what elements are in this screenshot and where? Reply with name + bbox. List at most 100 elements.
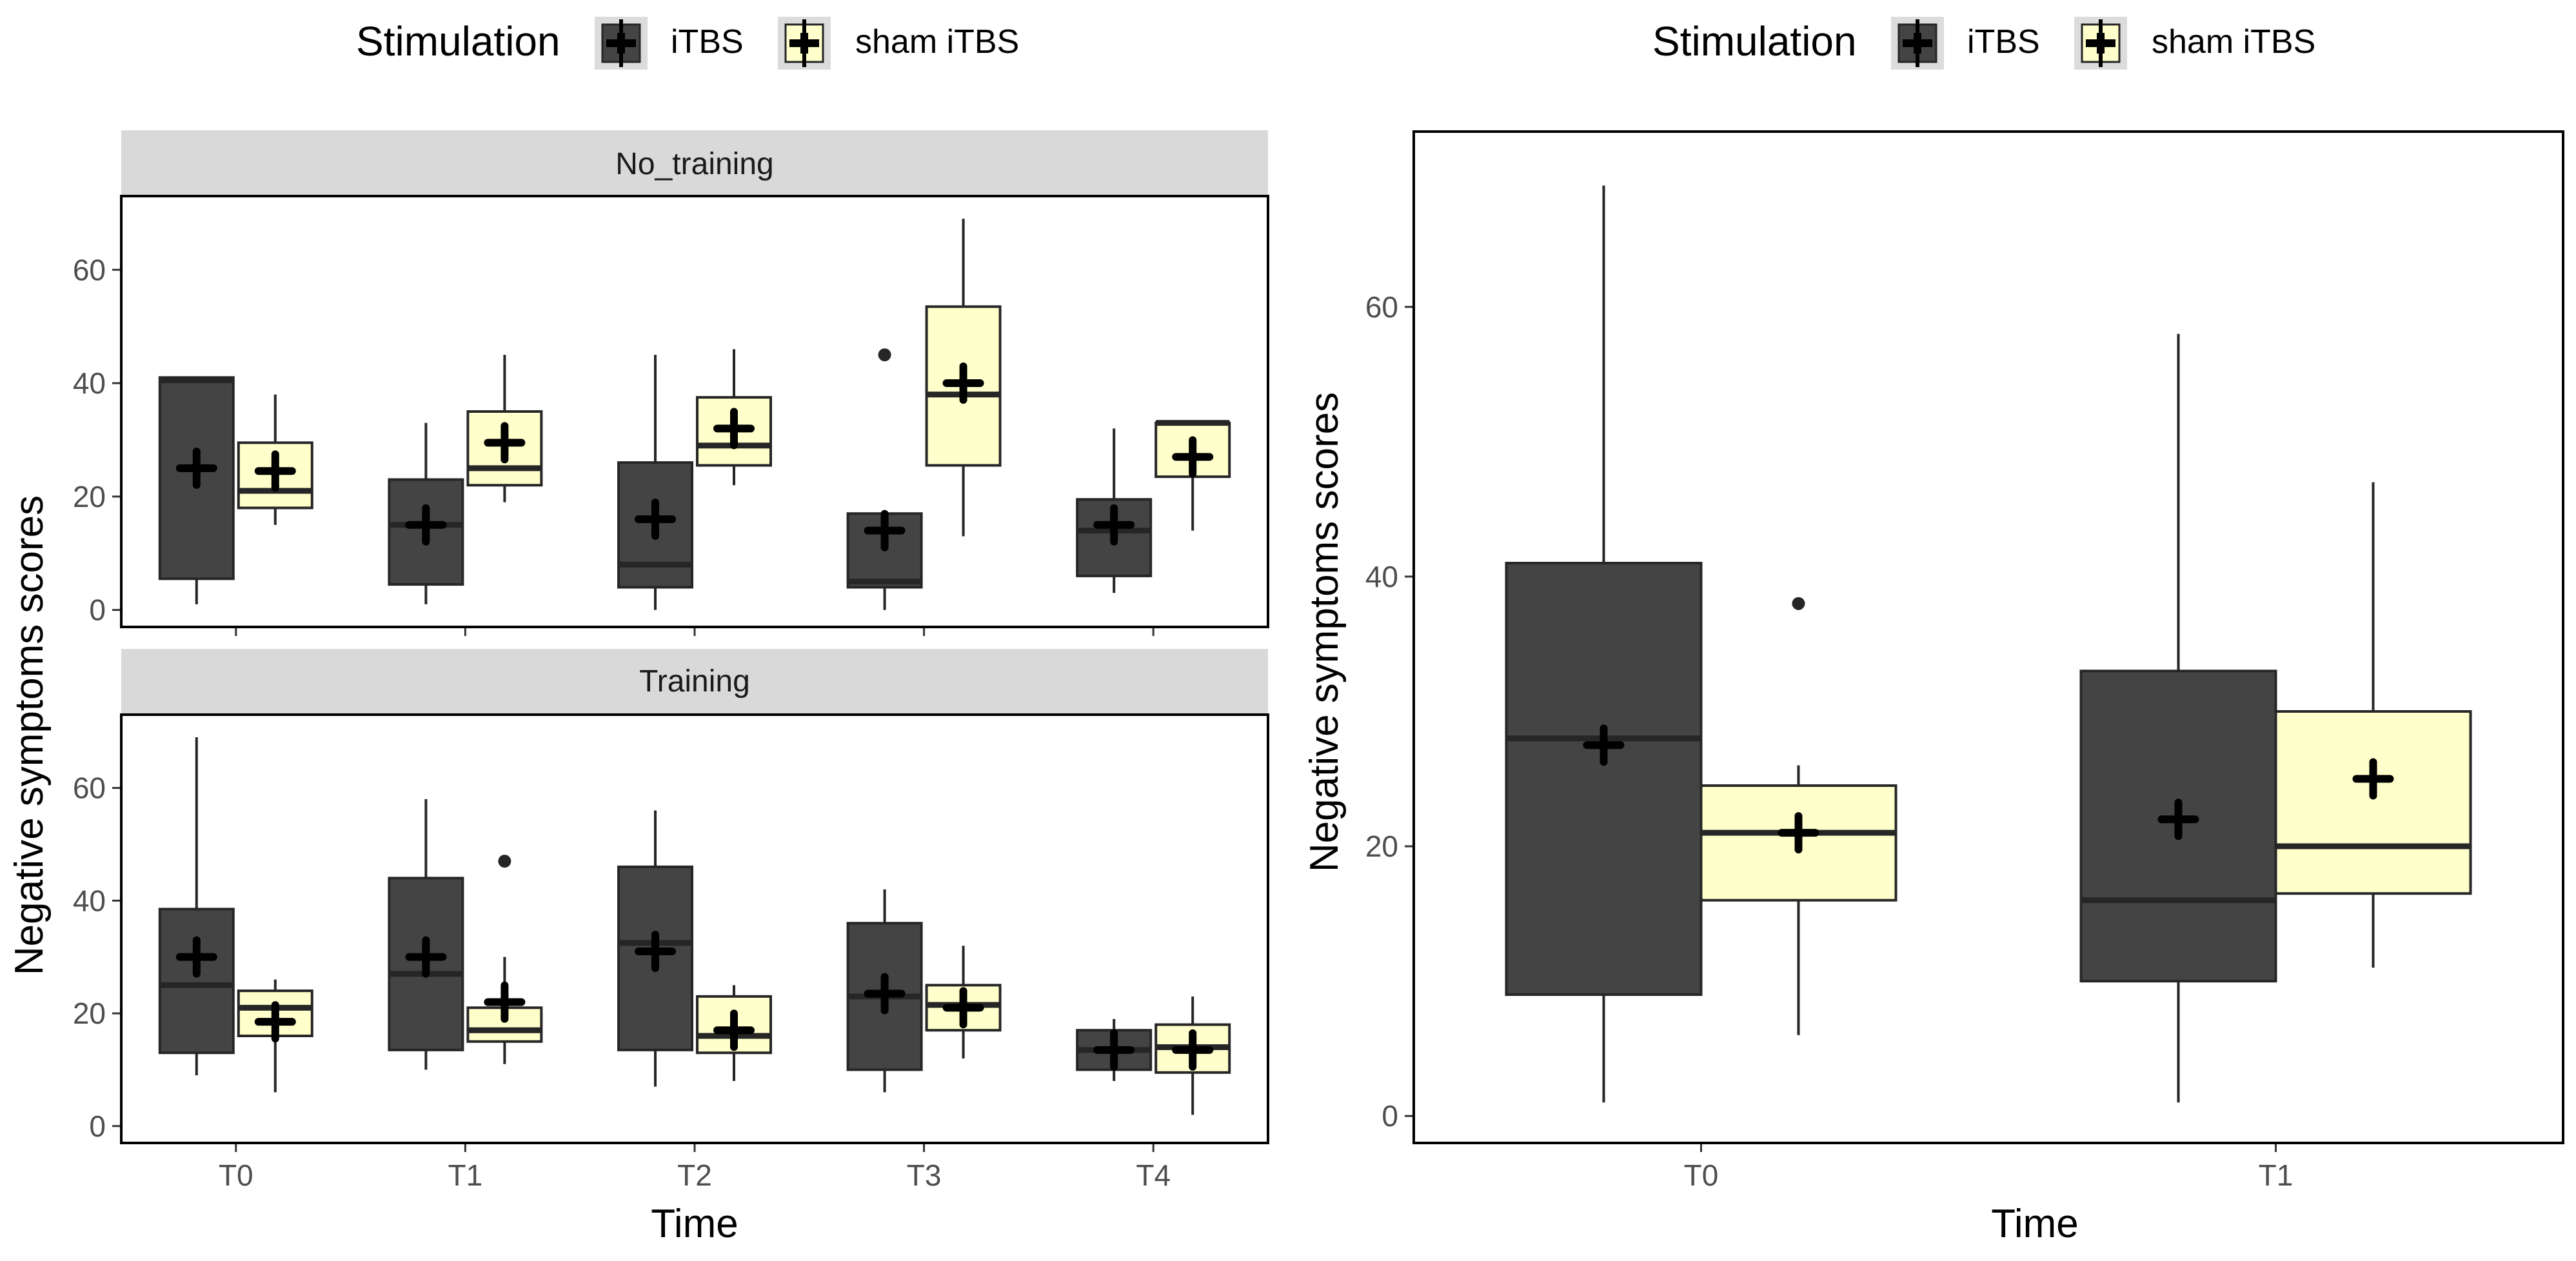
facet-strip-training: Training: [121, 649, 1268, 715]
boxplot-itbs-t1: [388, 422, 464, 604]
boxplot-sham-itbs-t0: [237, 394, 313, 525]
x-tick-label-t0: T0: [1684, 1158, 1719, 1192]
mean-marker-icon: [635, 930, 676, 972]
legend-label-itbs: iTBS: [671, 23, 744, 61]
y-tick-label: 60: [73, 253, 106, 286]
mean-marker-icon: [713, 408, 755, 450]
facet-label-training: Training: [639, 664, 750, 699]
legend-right: Stimulation iTBS sham iTBS: [1652, 17, 2315, 70]
y-tick-label: 60: [1365, 290, 1398, 324]
y-tick-label: 0: [89, 1109, 106, 1143]
boxplot-itbs-t4: [1076, 428, 1153, 593]
mean-marker-icon: [1583, 724, 1625, 766]
y-axis-title-right: Negative symptoms scores: [1302, 392, 1347, 872]
y-tick-label: 0: [1382, 1099, 1398, 1133]
x-tick-label-t3: T3: [907, 1158, 942, 1192]
mean-marker-icon: [1172, 1029, 1214, 1071]
mean-marker-icon: [1172, 436, 1214, 478]
mean-marker-icon: [175, 447, 217, 489]
boxplot-sham-itbs-t2: [696, 349, 772, 486]
y-tick-label: 20: [73, 997, 106, 1030]
panel-no-training: 0 20 40 60: [73, 195, 1269, 636]
mean-marker-icon: [175, 936, 217, 978]
facet-label-no-training: No_training: [615, 147, 773, 181]
y-tick-label: 40: [73, 366, 106, 400]
legend-key-itbs-icon: [595, 17, 648, 70]
x-tick-label-t1: T1: [2259, 1158, 2294, 1192]
boxplot-sham-itbs-t2: [696, 985, 772, 1081]
boxplot-sham-itbs-t0: [237, 979, 313, 1093]
panel-border-overall: [1412, 130, 2564, 1144]
mean-marker-icon: [2157, 799, 2199, 840]
boxplot-itbs-t1: [388, 799, 464, 1070]
boxplot-itbs-t3: [846, 889, 923, 1093]
boxplot-itbs-t0: [158, 737, 235, 1076]
panel-border-no-training: [120, 195, 1269, 628]
legend-key-sham-itbs-icon: [2074, 17, 2127, 70]
mean-marker-icon: [864, 973, 906, 1015]
boxplot-sham-itbs-t4: [1154, 996, 1231, 1115]
mean-marker-icon: [942, 362, 984, 404]
mean-marker-icon: [1093, 504, 1135, 546]
boxplot-itbs-t2: [617, 355, 693, 610]
mean-marker-icon: [1778, 812, 1819, 854]
legend-key-sham-itbs-icon: [778, 17, 831, 70]
outlier-point: [878, 348, 891, 362]
boxplot-itbs-t2: [617, 810, 693, 1087]
y-axis-title-left: Negative symptoms scores: [7, 495, 52, 975]
mean-marker-icon: [635, 499, 676, 540]
panel-border-training: [120, 713, 1269, 1144]
box-iqr: [2274, 710, 2472, 895]
boxplot-itbs-t4: [1076, 1018, 1153, 1081]
box-iqr: [1505, 562, 1703, 997]
legend-key-itbs-icon: [1891, 17, 1944, 70]
outlier-point: [498, 855, 511, 868]
mean-marker-icon: [254, 450, 296, 492]
boxplot-itbs-t0: [1505, 185, 1703, 1103]
x-tick-label-t1: T1: [448, 1158, 483, 1192]
legend-label-itbs: iTBS: [1967, 23, 2040, 61]
mean-marker-icon: [484, 981, 526, 1023]
boxplot-itbs-t3: [846, 348, 923, 610]
mean-marker-icon: [942, 987, 984, 1029]
y-tick-label: 40: [73, 884, 106, 917]
mean-marker-icon: [1093, 1029, 1135, 1071]
legend-label-sham-itbs: sham iTBS: [855, 23, 1019, 61]
boxplot-sham-itbs-t3: [925, 946, 1002, 1058]
legend-title: Stimulation: [1652, 18, 1857, 65]
boxplot-sham-itbs-t0: [1699, 597, 1897, 1035]
boxplot-itbs-t0: [158, 376, 235, 604]
boxplot-sham-itbs-t1: [466, 855, 543, 1064]
y-tick-label: 0: [89, 593, 106, 627]
panel-training: 0 20 40 60 T0 T1 T2 T3 T4: [73, 713, 1269, 1192]
y-tick-label: 40: [1365, 560, 1398, 593]
legend-title: Stimulation: [356, 18, 560, 65]
y-tick-label: 60: [73, 771, 106, 805]
boxplot-itbs-t1: [2079, 333, 2277, 1103]
x-axis-title-left: Time: [651, 1202, 738, 1246]
legend-label-sham-itbs: sham iTBS: [2152, 23, 2315, 61]
boxplot-sham-itbs-t1: [466, 355, 543, 502]
x-tick-label-t2: T2: [677, 1158, 712, 1192]
mean-marker-icon: [864, 510, 906, 551]
box-iqr: [158, 908, 235, 1055]
mean-marker-icon: [405, 936, 447, 978]
mean-marker-icon: [405, 504, 447, 546]
y-tick-label: 20: [73, 480, 106, 513]
mean-marker-icon: [254, 1001, 296, 1043]
boxplot-sham-itbs-t4: [1154, 420, 1231, 531]
mean-marker-icon: [484, 422, 526, 464]
y-tick-label: 20: [1365, 829, 1398, 863]
x-tick-label-t4: T4: [1136, 1158, 1171, 1192]
boxplot-sham-itbs-t1: [2274, 482, 2472, 968]
panel-overall: 0 20 40 60 T0 T1: [1365, 130, 2564, 1192]
mean-marker-icon: [2352, 758, 2394, 800]
x-tick-label-t0: T0: [219, 1158, 253, 1192]
facet-strip-no-training: No_training: [121, 130, 1268, 196]
boxplot-sham-itbs-t3: [925, 219, 1002, 537]
mean-marker-icon: [713, 1009, 755, 1051]
legend-left: Stimulation iTBS sham iTBS: [356, 17, 1019, 70]
outlier-point: [1792, 597, 1805, 610]
x-axis-title-right: Time: [1991, 1202, 2078, 1246]
